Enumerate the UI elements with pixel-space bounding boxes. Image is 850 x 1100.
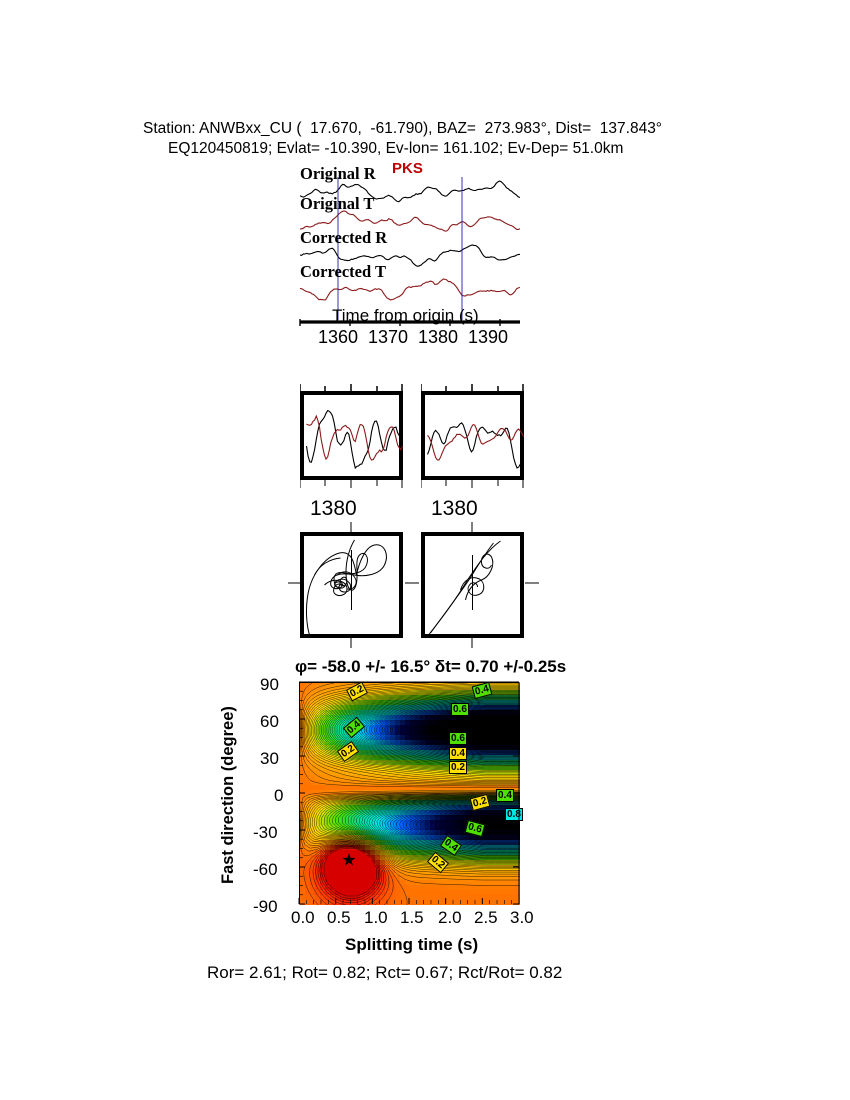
svg-text:Corrected T: Corrected T: [300, 262, 386, 281]
svg-text:PKS: PKS: [392, 160, 423, 177]
svg-text:Original T: Original T: [300, 194, 374, 213]
svg-text:Corrected R: Corrected R: [300, 228, 388, 247]
svg-text:Original R: Original R: [300, 164, 377, 183]
